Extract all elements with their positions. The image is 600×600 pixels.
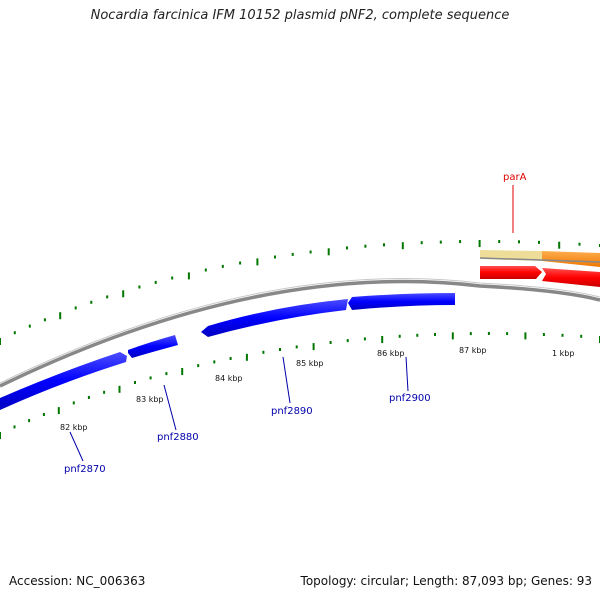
para-band-right: [542, 251, 600, 267]
inner-tick-ring: [0, 332, 600, 439]
backbone: [0, 279, 600, 388]
pnf2880-callout-line: [163, 384, 177, 431]
para-band-edge: [479, 257, 600, 263]
reverse-gene-pnf2870: [0, 352, 127, 410]
scale-label-1: 1 kbp: [552, 349, 574, 358]
forward-gene-1: [480, 266, 542, 279]
gene-label-pnf2900: pnf2900: [389, 393, 431, 404]
gene-label-pnf2880: pnf2880: [157, 432, 199, 443]
scale-label-85: 85 kbp: [296, 359, 324, 368]
topology-text: Topology: circular; Length: 87,093 bp; G…: [300, 574, 592, 588]
scale-label-84: 84 kbp: [215, 374, 243, 383]
scale-label-82: 82 kbp: [60, 423, 88, 432]
reverse-gene-pnf2900: [348, 293, 455, 310]
scale-label-87: 87 kbp: [459, 346, 487, 355]
pnf2890-callout-line: [282, 356, 291, 404]
outer-tick-ring: [0, 240, 600, 345]
gene-label-pnf2870: pnf2870: [64, 464, 106, 475]
gene-label-para: parA: [503, 172, 527, 183]
forward-gene-2: [542, 268, 600, 287]
reverse-gene-pnf2890: [201, 299, 348, 337]
pnf2870-callout-line: [69, 431, 84, 462]
gene-label-pnf2890: pnf2890: [271, 406, 313, 417]
scale-label-83: 83 kbp: [136, 395, 164, 404]
backbone-highlight: [0, 278, 600, 384]
pnf2900-callout-line: [405, 356, 409, 392]
scale-label-86: 86 kbp: [377, 349, 405, 358]
reverse-gene-pnf2880: [128, 335, 178, 358]
accession-text: Accession: NC_006363: [9, 574, 146, 588]
map-title: Nocardia farcinica IFM 10152 plasmid pNF…: [90, 8, 510, 23]
